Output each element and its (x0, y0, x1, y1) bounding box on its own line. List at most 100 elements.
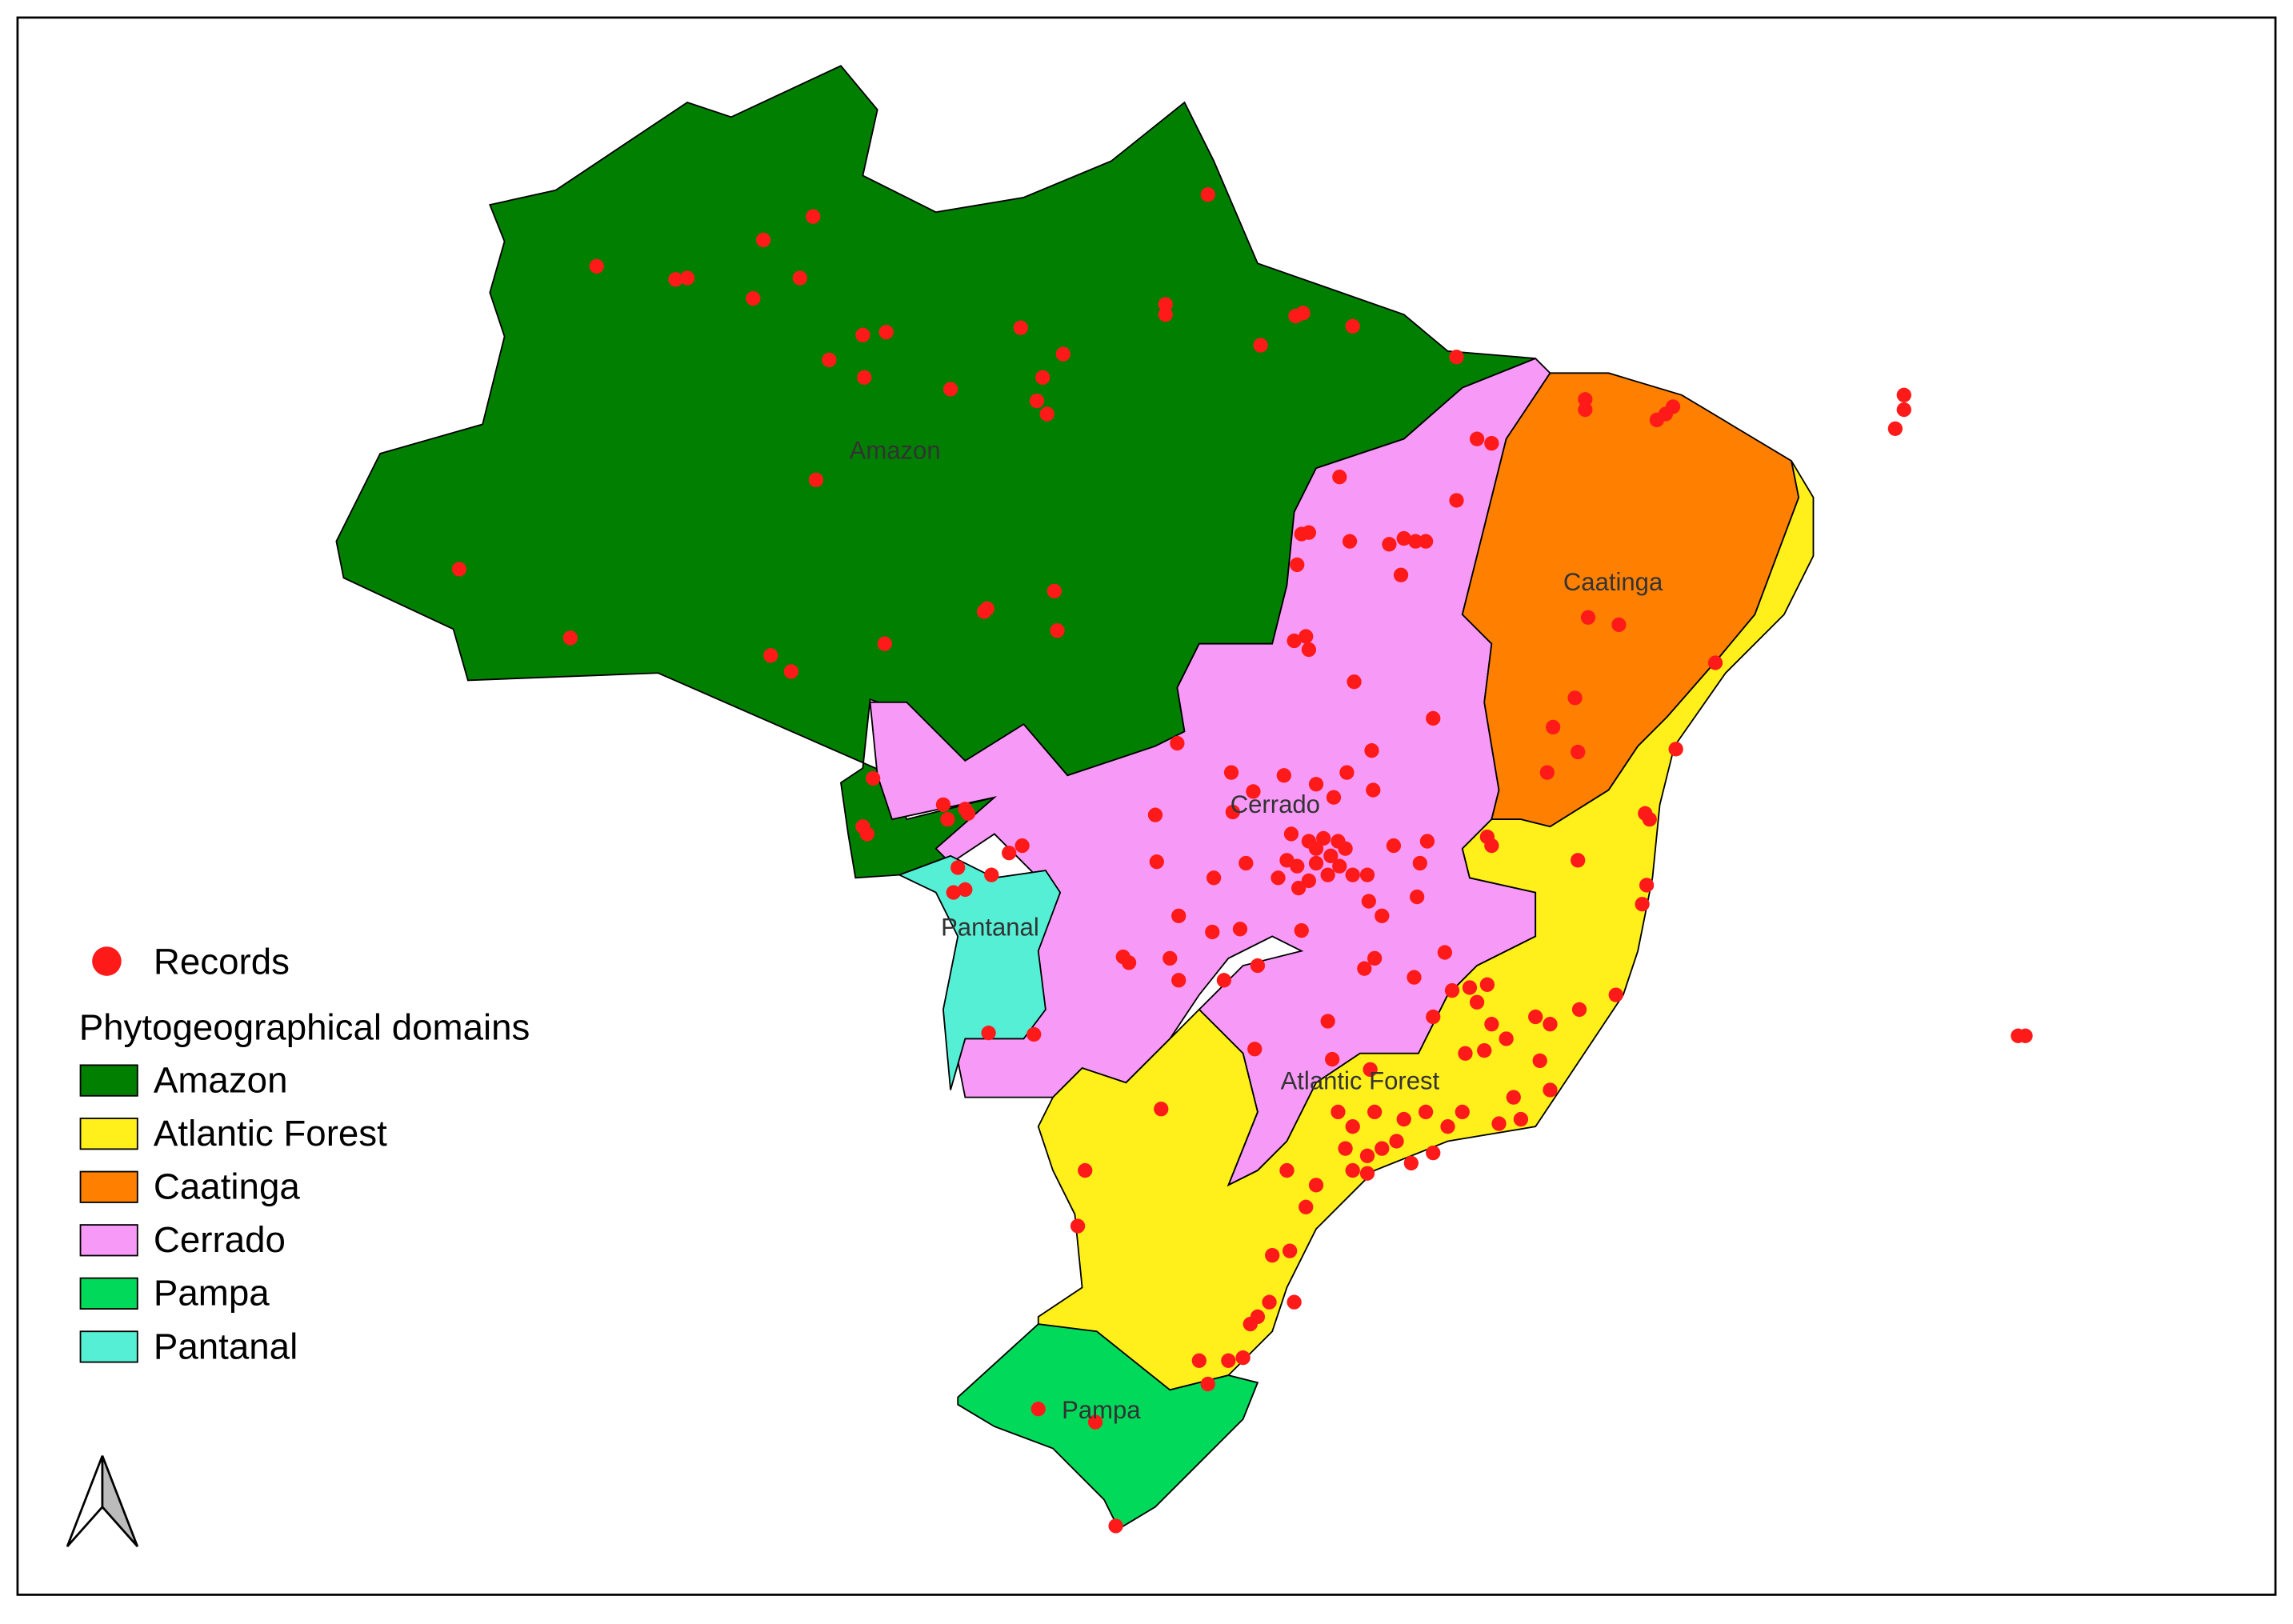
record-point (1410, 889, 1425, 905)
record-point (1426, 710, 1441, 726)
record-point (1361, 894, 1376, 909)
record-point (1642, 812, 1657, 827)
record-point (1221, 1353, 1236, 1368)
map-labels: Amazon Caatinga Cerrado Pantanal Atlantic Fo… (850, 436, 1663, 1424)
record-point (1342, 534, 1358, 549)
legend-swatch (79, 1170, 138, 1203)
record-point (1543, 1017, 1558, 1032)
record-point (1363, 1062, 1378, 1078)
record-point (1571, 1002, 1587, 1018)
record-point (1225, 804, 1240, 820)
record-point (1528, 1009, 1543, 1025)
legend-label: Caatinga (154, 1166, 300, 1207)
record-point (1205, 924, 1220, 940)
record-point (1668, 742, 1683, 757)
record-point (1458, 1046, 1473, 1061)
record-point (1276, 768, 1291, 783)
record-point (1418, 534, 1434, 549)
record-point (806, 209, 821, 224)
record-point (1366, 782, 1381, 798)
legend: Records Phytogeographical domains Amazon At… (79, 941, 530, 1366)
legend-record-symbol (92, 946, 122, 976)
record-point (1002, 846, 1017, 861)
record-point (1338, 1141, 1353, 1156)
record-point (451, 562, 467, 577)
record-point (1479, 977, 1495, 992)
record-point (1308, 777, 1324, 792)
record-point (857, 370, 872, 385)
record-point (1484, 838, 1499, 854)
record-point (1290, 858, 1305, 874)
record-point (1477, 1042, 1492, 1058)
record-point (1396, 530, 1411, 546)
record-point (763, 648, 778, 663)
record-point (589, 258, 604, 274)
record-point (1375, 908, 1390, 923)
record-point (1896, 402, 1911, 418)
record-point (1121, 955, 1137, 970)
record-point (1308, 855, 1324, 871)
record-point (1389, 1134, 1404, 1149)
record-point (1484, 435, 1499, 451)
record-point (1403, 1155, 1419, 1171)
record-point (1455, 1104, 1470, 1120)
record-point (1407, 970, 1422, 985)
record-point (1444, 982, 1460, 998)
record-point (1108, 1518, 1123, 1534)
frame (16, 16, 2277, 1596)
record-point (1364, 743, 1379, 758)
record-point (1367, 1104, 1383, 1120)
record-point (1578, 402, 1593, 418)
legend-label: Amazon (154, 1059, 288, 1100)
record-point (792, 270, 807, 286)
record-point (1308, 1178, 1324, 1193)
record-point (1287, 633, 1302, 649)
legend-label: Atlantic Forest (154, 1113, 387, 1154)
record-point (1246, 784, 1261, 799)
record-point (1658, 406, 1674, 422)
map-label: Pampa (1062, 1396, 1141, 1424)
record-point (1206, 870, 1222, 886)
record-point (1412, 855, 1427, 871)
record-point (1299, 629, 1314, 644)
record-point (1440, 1119, 1455, 1134)
record-point (1316, 830, 1331, 846)
record-point (1191, 1353, 1207, 1368)
record-point (1608, 987, 1623, 1002)
map-label: Atlantic Forest (1281, 1067, 1440, 1095)
record-point (1539, 765, 1555, 780)
record-point (878, 325, 894, 340)
legend-swatch (79, 1330, 138, 1363)
legend-title: Phytogeographical domains (79, 1007, 530, 1048)
record-point (958, 882, 973, 898)
region (897, 854, 1062, 1090)
legend-swatch (79, 1277, 138, 1310)
record-point (1567, 690, 1583, 706)
legend-label: Cerrado (154, 1219, 286, 1260)
record-point (1896, 387, 1911, 402)
record-point (1437, 945, 1453, 960)
record-point (1545, 719, 1561, 735)
legend-swatch (79, 1064, 138, 1097)
record-point (746, 290, 761, 306)
record-point (1247, 1042, 1263, 1057)
record-point (1499, 1031, 1514, 1046)
record-point (1301, 873, 1317, 889)
record-point (1078, 1162, 1093, 1178)
record-point (1265, 1247, 1280, 1263)
record-point (942, 382, 958, 397)
record-point (1571, 853, 1586, 868)
record-point (1639, 878, 1655, 893)
record-point (562, 630, 578, 646)
record-point (1580, 610, 1596, 625)
record-point (1449, 350, 1464, 365)
record-point (1375, 1141, 1390, 1156)
record-point (1283, 826, 1299, 842)
record-point (1320, 867, 1335, 882)
record-point (1294, 922, 1309, 938)
record-point (1070, 1218, 1086, 1234)
record-point (1332, 470, 1347, 485)
record-point (1367, 950, 1383, 966)
